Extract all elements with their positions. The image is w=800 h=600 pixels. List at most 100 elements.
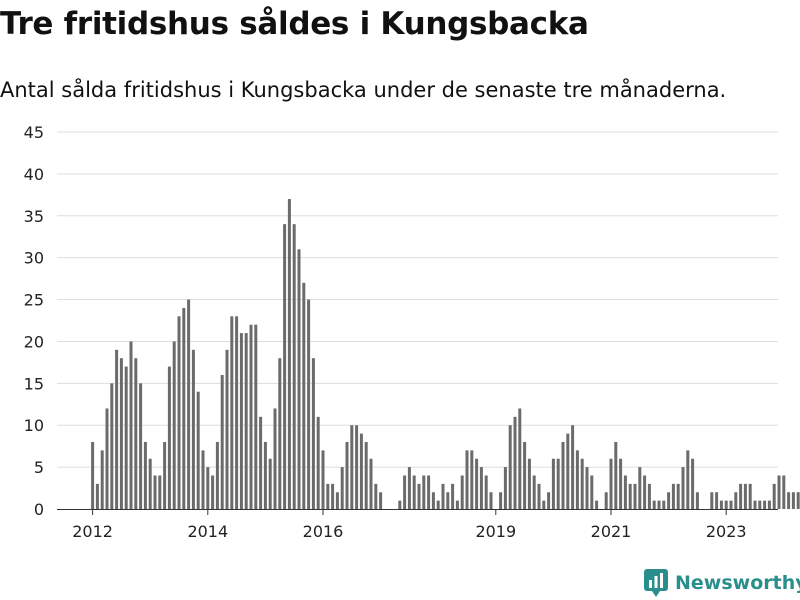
bar <box>407 467 411 509</box>
x-tick-label: 2019 <box>475 522 516 541</box>
bar <box>191 349 195 509</box>
bar <box>787 492 791 509</box>
bar <box>595 500 599 509</box>
bars <box>91 199 800 510</box>
bar <box>532 475 536 509</box>
bar <box>359 433 363 509</box>
bar <box>633 483 637 509</box>
bar <box>263 441 267 509</box>
bar <box>206 467 210 509</box>
bar <box>369 458 373 509</box>
bar <box>671 483 675 509</box>
bar <box>460 475 464 509</box>
bar <box>431 492 435 509</box>
bar <box>479 467 483 509</box>
bar <box>767 500 771 509</box>
bar <box>763 500 767 509</box>
bar <box>719 500 723 509</box>
chart-title: Tre fritidshus såldes i Kungsbacka <box>0 6 589 42</box>
bar <box>772 483 776 509</box>
bar <box>580 458 584 509</box>
bar <box>374 483 378 509</box>
x-tick-label: 2023 <box>706 522 747 541</box>
bar <box>158 475 162 509</box>
bar <box>609 458 613 509</box>
bar <box>427 475 431 509</box>
bar <box>758 500 762 509</box>
bar <box>278 358 282 509</box>
bar <box>647 483 651 509</box>
bar <box>100 450 104 509</box>
bar <box>316 416 320 509</box>
bar <box>465 450 469 509</box>
bar <box>470 450 474 509</box>
y-tick-label: 20 <box>24 332 44 351</box>
bar <box>355 425 359 509</box>
bar <box>662 500 666 509</box>
bar <box>537 483 541 509</box>
y-tick-label: 5 <box>34 458 44 477</box>
bar <box>628 483 632 509</box>
x-tick-label: 2012 <box>72 522 113 541</box>
bar <box>124 366 128 509</box>
bar <box>604 492 608 509</box>
y-tick-label: 30 <box>24 249 44 268</box>
bar <box>676 483 680 509</box>
x-axis-tick-labels: 2012201420162019202120232025 <box>72 522 747 541</box>
bar <box>681 467 685 509</box>
bar <box>95 483 99 509</box>
bar <box>235 316 239 509</box>
bar <box>542 500 546 509</box>
bar <box>441 483 445 509</box>
bar <box>796 492 800 509</box>
bar <box>748 483 752 509</box>
y-tick-label: 0 <box>34 500 44 519</box>
bar <box>489 492 493 509</box>
y-tick-label: 35 <box>24 207 44 226</box>
bar <box>614 441 618 509</box>
bar <box>148 458 152 509</box>
bar <box>503 467 507 509</box>
bar <box>729 500 733 509</box>
bar <box>556 458 560 509</box>
bar <box>777 475 781 509</box>
bar <box>508 425 512 509</box>
bar <box>561 441 565 509</box>
bar <box>619 458 623 509</box>
bar <box>143 441 147 509</box>
x-tick-label: 2014 <box>187 522 228 541</box>
bar <box>297 249 301 510</box>
bar <box>455 500 459 509</box>
bar <box>331 483 335 509</box>
bar <box>350 425 354 509</box>
bar <box>201 450 205 509</box>
bar <box>239 333 243 509</box>
bar <box>499 492 503 509</box>
grid-lines <box>57 131 778 468</box>
bar <box>436 500 440 509</box>
bar <box>398 500 402 509</box>
bar <box>302 282 306 509</box>
x-axis <box>57 509 778 515</box>
bar <box>686 450 690 509</box>
bar <box>446 492 450 509</box>
bar <box>695 492 699 509</box>
bar <box>326 483 330 509</box>
bar <box>523 441 527 509</box>
bar <box>182 307 186 509</box>
bar <box>484 475 488 509</box>
bar <box>710 492 714 509</box>
bar <box>115 349 119 509</box>
bar <box>451 483 455 509</box>
bar <box>163 441 167 509</box>
bar <box>153 475 157 509</box>
y-tick-label: 40 <box>24 165 44 184</box>
bar <box>475 458 479 509</box>
bar <box>623 475 627 509</box>
bar <box>547 492 551 509</box>
brand-name: Newsworthy <box>675 572 800 594</box>
bar <box>691 458 695 509</box>
bar <box>134 358 138 509</box>
bar <box>527 458 531 509</box>
